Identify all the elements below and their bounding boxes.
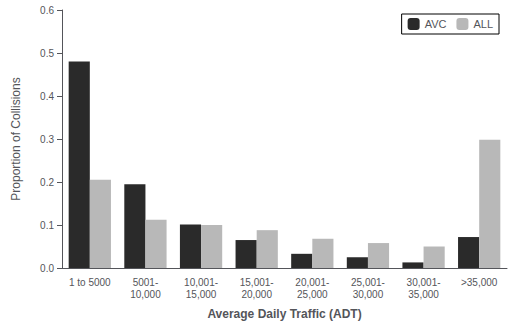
- svg-text:0.1: 0.1: [40, 220, 54, 231]
- svg-text:20,001-: 20,001-: [295, 277, 329, 288]
- svg-text:ALL: ALL: [473, 18, 493, 30]
- svg-text:15,000: 15,000: [186, 289, 217, 300]
- svg-text:0.4: 0.4: [40, 91, 54, 102]
- svg-text:Proportion of Collisions: Proportion of Collisions: [9, 77, 23, 200]
- svg-text:10,000: 10,000: [130, 289, 161, 300]
- svg-text:0.5: 0.5: [40, 48, 54, 59]
- svg-text:1 to 5000: 1 to 5000: [69, 277, 111, 288]
- svg-text:25,001-: 25,001-: [351, 277, 385, 288]
- svg-text:5001-: 5001-: [133, 277, 159, 288]
- svg-text:30,000: 30,000: [353, 289, 384, 300]
- svg-text:20,000: 20,000: [241, 289, 272, 300]
- svg-text:0.3: 0.3: [40, 134, 54, 145]
- svg-text:35,000: 35,000: [408, 289, 439, 300]
- svg-text:0.6: 0.6: [40, 5, 54, 16]
- svg-text:0.0: 0.0: [40, 263, 54, 274]
- svg-text:Average Daily Traffic (ADT): Average Daily Traffic (ADT): [207, 307, 361, 321]
- svg-text:0.2: 0.2: [40, 177, 54, 188]
- svg-text:15,001-: 15,001-: [240, 277, 274, 288]
- svg-text:30,001-: 30,001-: [407, 277, 441, 288]
- svg-text:AVC: AVC: [425, 18, 447, 30]
- svg-text:25,000: 25,000: [297, 289, 328, 300]
- svg-text:10,001-: 10,001-: [184, 277, 218, 288]
- svg-text:>35,000: >35,000: [461, 277, 498, 288]
